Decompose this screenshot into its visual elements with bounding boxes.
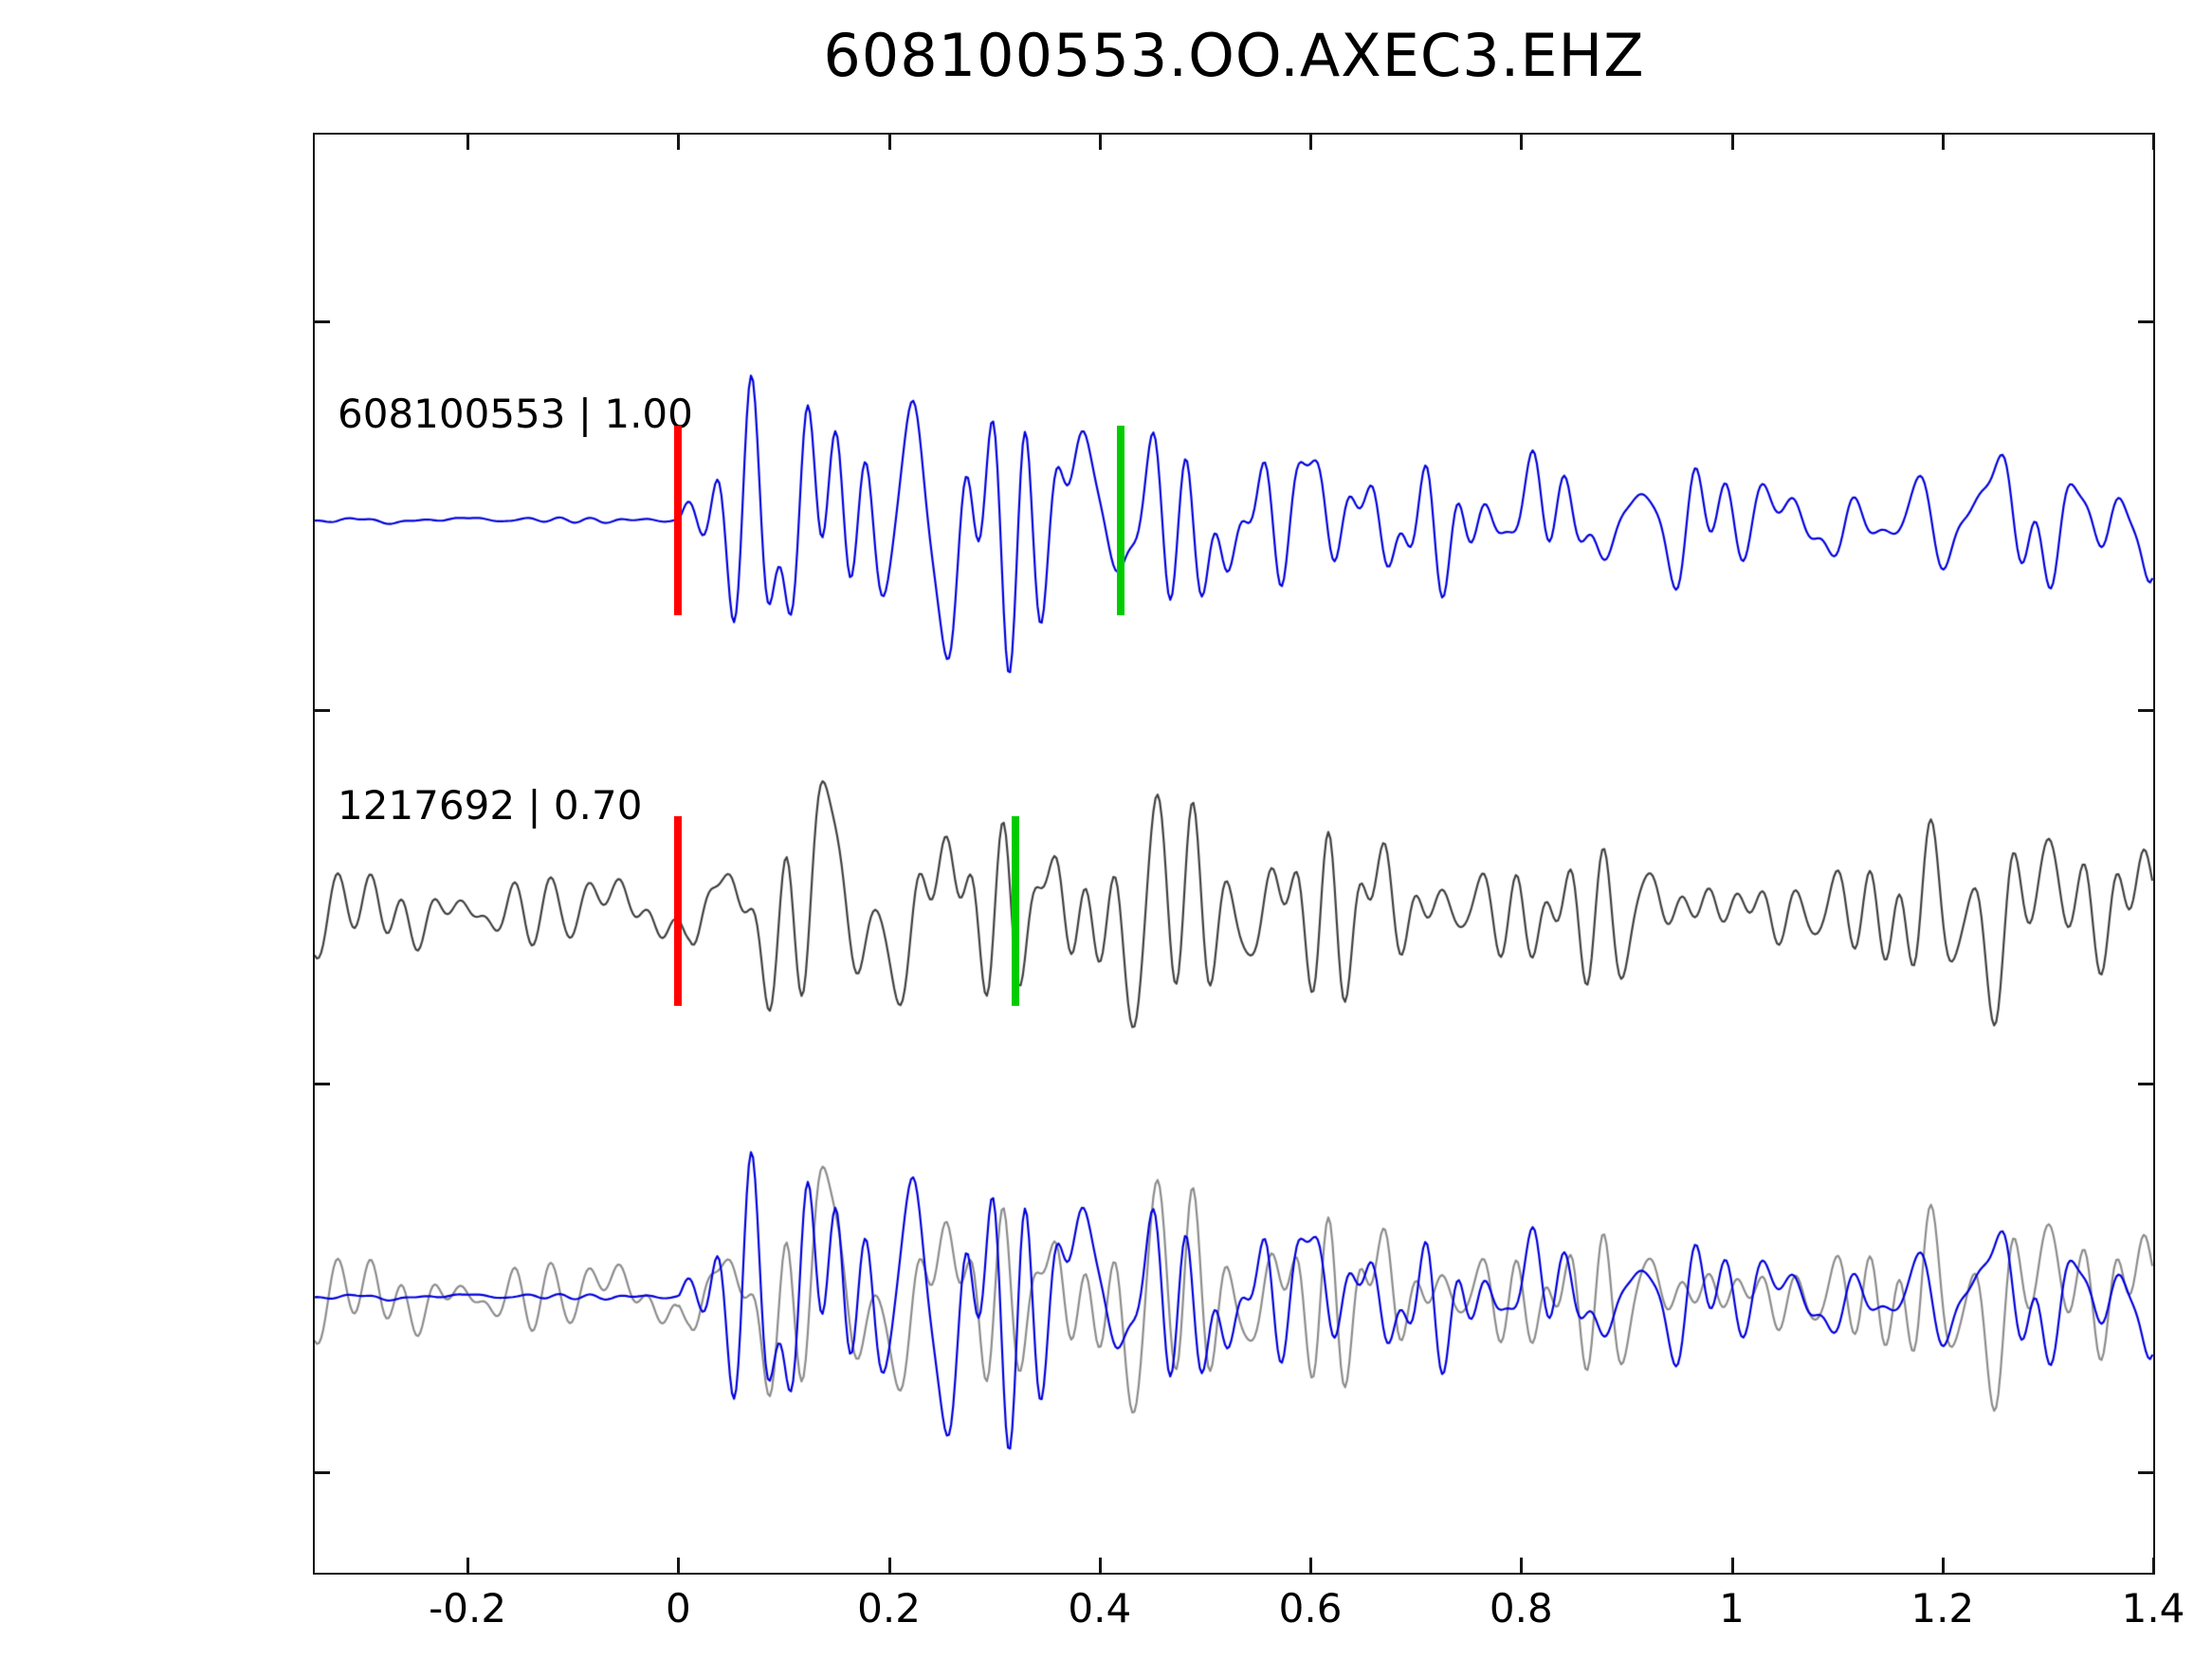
x-tick-label: 0.6 — [1278, 1585, 1343, 1632]
waveform-canvas — [315, 135, 2153, 1573]
y-tick-mark — [2138, 708, 2153, 712]
x-tick-mark — [887, 1558, 891, 1573]
y-tick-mark — [2138, 320, 2153, 324]
x-tick-mark — [1309, 1558, 1313, 1573]
x-tick-mark — [1520, 1558, 1524, 1573]
x-tick-label: 1.2 — [1910, 1585, 1975, 1632]
x-tick-mark — [677, 135, 681, 150]
x-tick-label: 0 — [665, 1585, 691, 1632]
x-tick-label: 1 — [1719, 1585, 1745, 1632]
y-tick-mark — [2138, 1470, 2153, 1474]
x-tick-label: 0.4 — [1068, 1585, 1132, 1632]
x-tick-label: 0.8 — [1489, 1585, 1553, 1632]
detection-align-marker — [1011, 816, 1019, 1007]
trace-label-detection: 1217692 | 0.70 — [338, 782, 643, 829]
x-tick-mark — [1730, 1558, 1734, 1573]
x-tick-mark — [1730, 135, 1734, 150]
x-tick-mark — [1520, 135, 1524, 150]
x-tick-mark — [1098, 1558, 1102, 1573]
x-tick-mark — [466, 1558, 470, 1573]
x-tick-mark — [677, 1558, 681, 1573]
x-tick-mark — [2152, 1558, 2155, 1573]
template-pick-marker — [674, 425, 683, 615]
x-tick-mark — [1941, 1558, 1945, 1573]
x-tick-mark — [1941, 135, 1945, 150]
figure-title: 608100553.OO.AXEC3.EHZ — [823, 21, 1645, 90]
y-tick-mark — [315, 1470, 330, 1474]
template-align-marker — [1117, 425, 1125, 615]
x-tick-mark — [887, 135, 891, 150]
y-tick-mark — [315, 708, 330, 712]
y-tick-mark — [315, 1083, 330, 1086]
x-tick-mark — [466, 135, 470, 150]
x-tick-mark — [1098, 135, 1102, 150]
plot-area: 608100553 | 1.00 1217692 | 0.70 — [313, 133, 2155, 1575]
y-tick-mark — [2138, 1083, 2153, 1086]
x-tick-label: -0.2 — [429, 1585, 507, 1632]
x-tick-label: 0.2 — [857, 1585, 921, 1632]
x-tick-label: 1.4 — [2121, 1585, 2185, 1632]
detection-pick-marker — [674, 816, 683, 1007]
trace-label-template: 608100553 | 1.00 — [338, 391, 693, 437]
x-tick-mark — [2152, 135, 2155, 150]
x-tick-mark — [1309, 135, 1313, 150]
y-tick-mark — [315, 320, 330, 324]
